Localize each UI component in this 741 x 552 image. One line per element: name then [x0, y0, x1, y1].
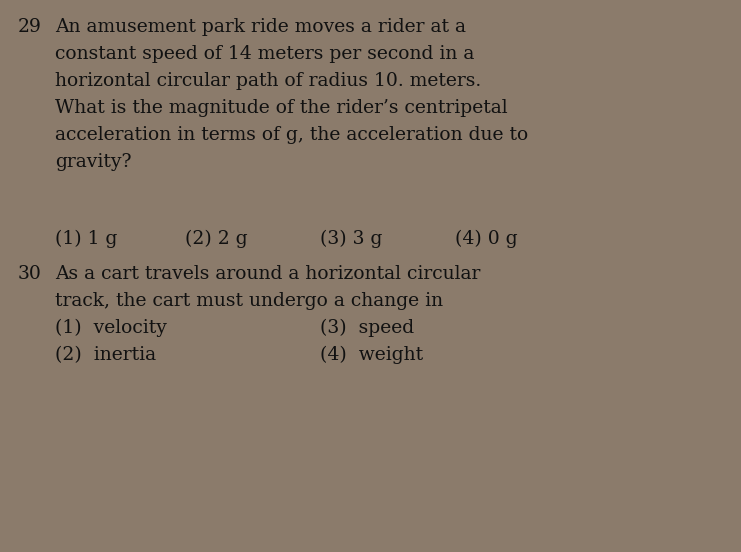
Text: track, the cart must undergo a change in: track, the cart must undergo a change in [55, 292, 443, 310]
Text: 29: 29 [18, 18, 42, 36]
Text: (3) 3 g: (3) 3 g [320, 230, 382, 248]
Text: (2)  inertia: (2) inertia [55, 346, 156, 364]
Text: horizontal circular path of radius 10. meters.: horizontal circular path of radius 10. m… [55, 72, 481, 90]
Text: As a cart travels around a horizontal circular: As a cart travels around a horizontal ci… [55, 265, 480, 283]
Text: (1) 1 g: (1) 1 g [55, 230, 117, 248]
Text: (4)  weight: (4) weight [320, 346, 423, 364]
Text: gravity?: gravity? [55, 153, 131, 171]
Text: acceleration in terms of g, the acceleration due to: acceleration in terms of g, the accelera… [55, 126, 528, 144]
Text: (2) 2 g: (2) 2 g [185, 230, 247, 248]
Text: (1)  velocity: (1) velocity [55, 319, 167, 337]
Text: (4) 0 g: (4) 0 g [455, 230, 518, 248]
Text: (3)  speed: (3) speed [320, 319, 414, 337]
Text: 30: 30 [18, 265, 42, 283]
Text: An amusement park ride moves a rider at a: An amusement park ride moves a rider at … [55, 18, 466, 36]
Text: What is the magnitude of the rider’s centripetal: What is the magnitude of the rider’s cen… [55, 99, 508, 117]
Text: constant speed of 14 meters per second in a: constant speed of 14 meters per second i… [55, 45, 474, 63]
